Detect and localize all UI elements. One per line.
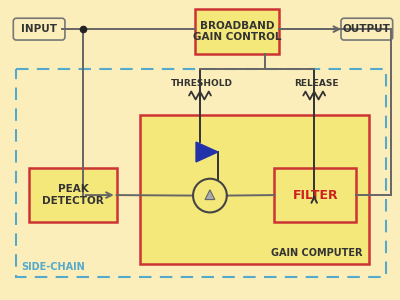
Text: OUTPUT: OUTPUT: [343, 24, 391, 34]
Text: THRESHOLD: THRESHOLD: [171, 79, 233, 88]
Text: BROADBAND
GAIN CONTROL: BROADBAND GAIN CONTROL: [193, 21, 282, 42]
FancyBboxPatch shape: [195, 9, 280, 54]
FancyBboxPatch shape: [274, 168, 356, 222]
Text: INPUT: INPUT: [21, 24, 57, 34]
Text: PEAK
DETECTOR: PEAK DETECTOR: [42, 184, 104, 206]
Polygon shape: [205, 190, 215, 200]
Text: SIDE-CHAIN: SIDE-CHAIN: [21, 262, 85, 272]
Text: GAIN COMPUTER: GAIN COMPUTER: [271, 248, 363, 258]
FancyBboxPatch shape: [341, 18, 393, 40]
FancyBboxPatch shape: [13, 18, 65, 40]
Polygon shape: [196, 142, 218, 162]
FancyBboxPatch shape: [29, 168, 116, 222]
Text: RELEASE: RELEASE: [294, 79, 338, 88]
FancyBboxPatch shape: [140, 115, 369, 264]
Text: FILTER: FILTER: [292, 189, 338, 202]
